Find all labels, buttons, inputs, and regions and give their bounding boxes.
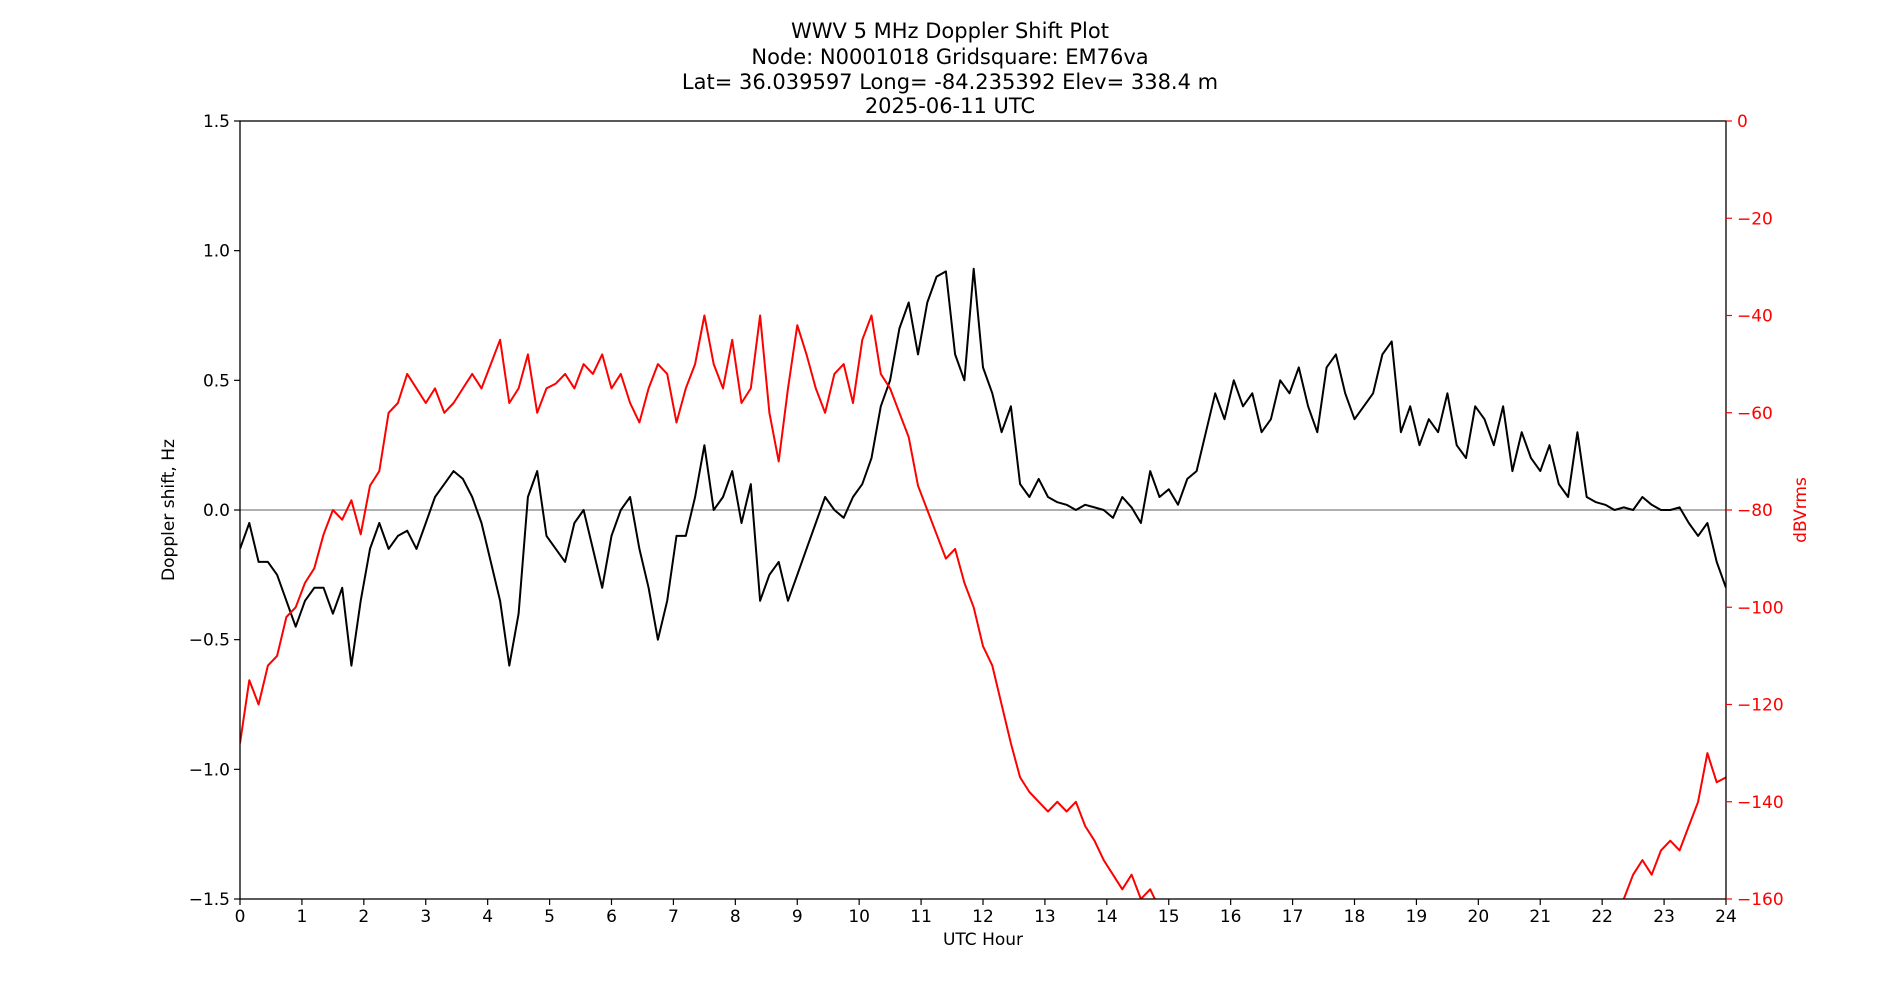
x-tick-label: 22	[1591, 907, 1613, 927]
x-tick-label: 13	[1034, 907, 1056, 927]
y2-tick-label: −80	[1737, 501, 1773, 521]
x-tick-label: 8	[730, 907, 741, 927]
x-tick-label: 1	[297, 907, 308, 927]
x-tick-label: 4	[482, 907, 493, 927]
x-tick-label: 23	[1653, 907, 1675, 927]
x-tick-label: 21	[1529, 907, 1551, 927]
x-tick-label: 15	[1158, 907, 1180, 927]
y2-tick-label: −40	[1737, 307, 1773, 327]
y-axis-label: Doppler shift, Hz	[159, 439, 179, 581]
y2-tick-label: −20	[1737, 209, 1773, 229]
x-tick-label: 6	[606, 907, 617, 927]
y2-tick-label: 0	[1737, 112, 1748, 132]
y-tick-label: −1.5	[189, 890, 230, 910]
x-tick-label: 17	[1282, 907, 1304, 927]
x-tick-label: 12	[972, 907, 994, 927]
chart-title: WWV 5 MHz Doppler Shift Plot	[791, 19, 1109, 43]
x-tick-label: 19	[1406, 907, 1428, 927]
y2-tick-label: −140	[1737, 793, 1784, 813]
y-tick-label: −0.5	[189, 631, 230, 651]
x-tick-label: 11	[910, 907, 932, 927]
x-tick-label: 24	[1715, 907, 1737, 927]
y2-tick-label: −100	[1737, 598, 1784, 618]
y-tick-label: 0.0	[203, 501, 230, 521]
y-tick-label: −1.0	[189, 760, 230, 780]
chart-subtitle-node: Node: N0001018 Gridsquare: EM76va	[751, 45, 1149, 69]
y-tick-label: 0.5	[203, 371, 230, 391]
x-tick-label: 20	[1468, 907, 1490, 927]
y-tick-label: 1.5	[203, 112, 230, 132]
y2-tick-label: −60	[1737, 404, 1773, 424]
x-tick-label: 16	[1220, 907, 1242, 927]
chart-subtitle-location: Lat= 36.039597 Long= -84.235392 Elev= 33…	[681, 70, 1219, 94]
y2-tick-label: −120	[1737, 696, 1784, 716]
y-tick-label: 1.0	[203, 242, 230, 262]
x-tick-label: 0	[235, 907, 246, 927]
chart-subtitle-date: 2025-06-11 UTC	[864, 94, 1036, 118]
x-tick-label: 18	[1344, 907, 1366, 927]
x-tick-label: 10	[848, 907, 870, 927]
y2-axis-label: dBVrms	[1791, 477, 1811, 543]
x-tick-label: 7	[668, 907, 679, 927]
x-tick-label: 9	[792, 907, 803, 927]
y2-tick-label: −160	[1737, 890, 1784, 910]
x-tick-label: 14	[1096, 907, 1118, 927]
power-series-line	[240, 314, 1726, 899]
x-tick-label: 3	[420, 907, 431, 927]
x-tick-label: 5	[544, 907, 555, 927]
doppler-series-line	[240, 267, 1726, 667]
x-tick-label: 2	[358, 907, 369, 927]
x-axis-label: UTC Hour	[943, 930, 1023, 950]
